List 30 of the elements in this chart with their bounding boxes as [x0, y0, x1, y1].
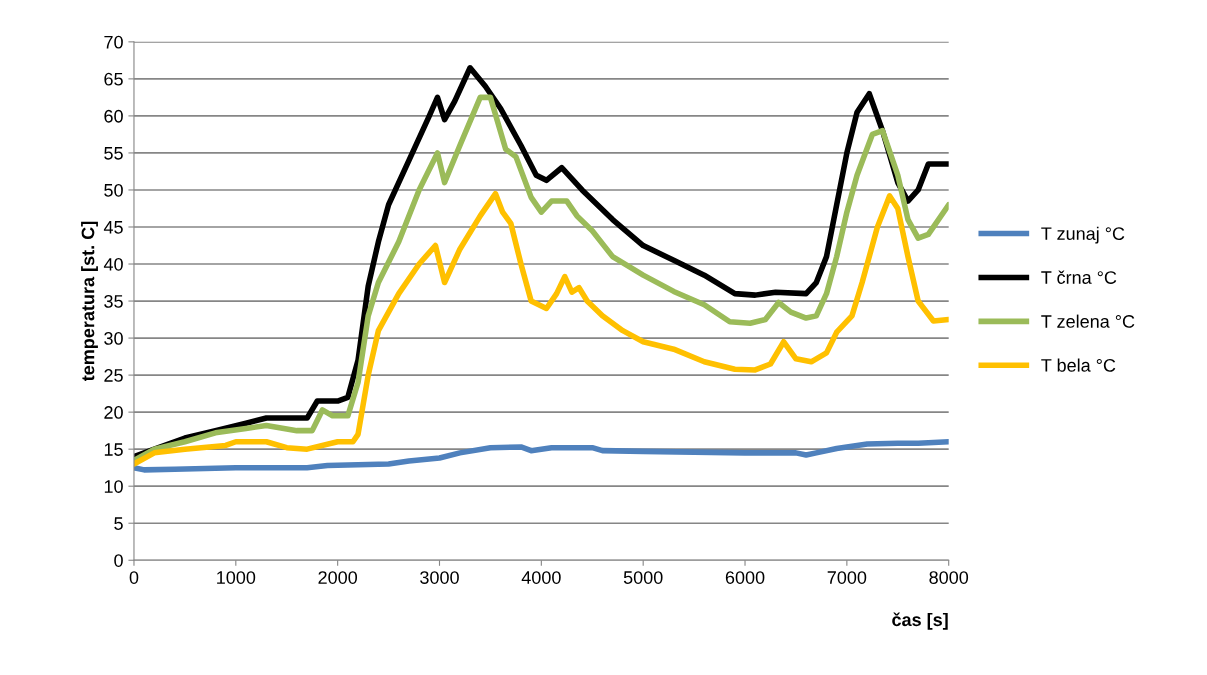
- y-tick-label: 25: [104, 369, 123, 382]
- y-tick-label: 65: [104, 72, 123, 86]
- legend-label: T črna °C: [1041, 270, 1117, 284]
- y-tick-label: 0: [114, 554, 123, 567]
- legend-label: T zelena °C: [1041, 314, 1135, 328]
- y-tick-label: 45: [103, 221, 123, 234]
- x-tick-label: 1000: [217, 571, 256, 584]
- x-tick-label: 3000: [420, 571, 459, 584]
- y-tick-label: 40: [103, 257, 123, 271]
- x-tick-label: 6000: [725, 571, 765, 584]
- legend-label: T zunaj °C: [1041, 226, 1125, 244]
- y-tick-label: 35: [104, 294, 123, 308]
- x-tick-label: 5000: [623, 571, 663, 584]
- y-tick-label: 60: [104, 109, 123, 123]
- x-tick-label: 8000: [929, 571, 969, 584]
- x-tick-label: 2000: [318, 571, 358, 584]
- x-tick-label: 4000: [521, 571, 561, 584]
- y-axis-title: temperatura [st. C]: [81, 221, 98, 382]
- y-tick-label: 50: [104, 183, 123, 197]
- y-tick-label: 15: [104, 443, 123, 456]
- x-axis-title: čas [s]: [892, 612, 948, 630]
- legend-label: T bela °C: [1041, 358, 1116, 372]
- y-tick-label: 70: [104, 35, 123, 49]
- x-tick-label: 7000: [827, 571, 867, 584]
- x-tick-label: 0: [129, 571, 139, 584]
- y-tick-label: 5: [114, 517, 123, 530]
- y-tick-label: 10: [104, 480, 123, 493]
- y-tick-label: 55: [104, 147, 123, 160]
- y-tick-label: 20: [104, 406, 123, 419]
- y-tick-label: 30: [104, 332, 123, 345]
